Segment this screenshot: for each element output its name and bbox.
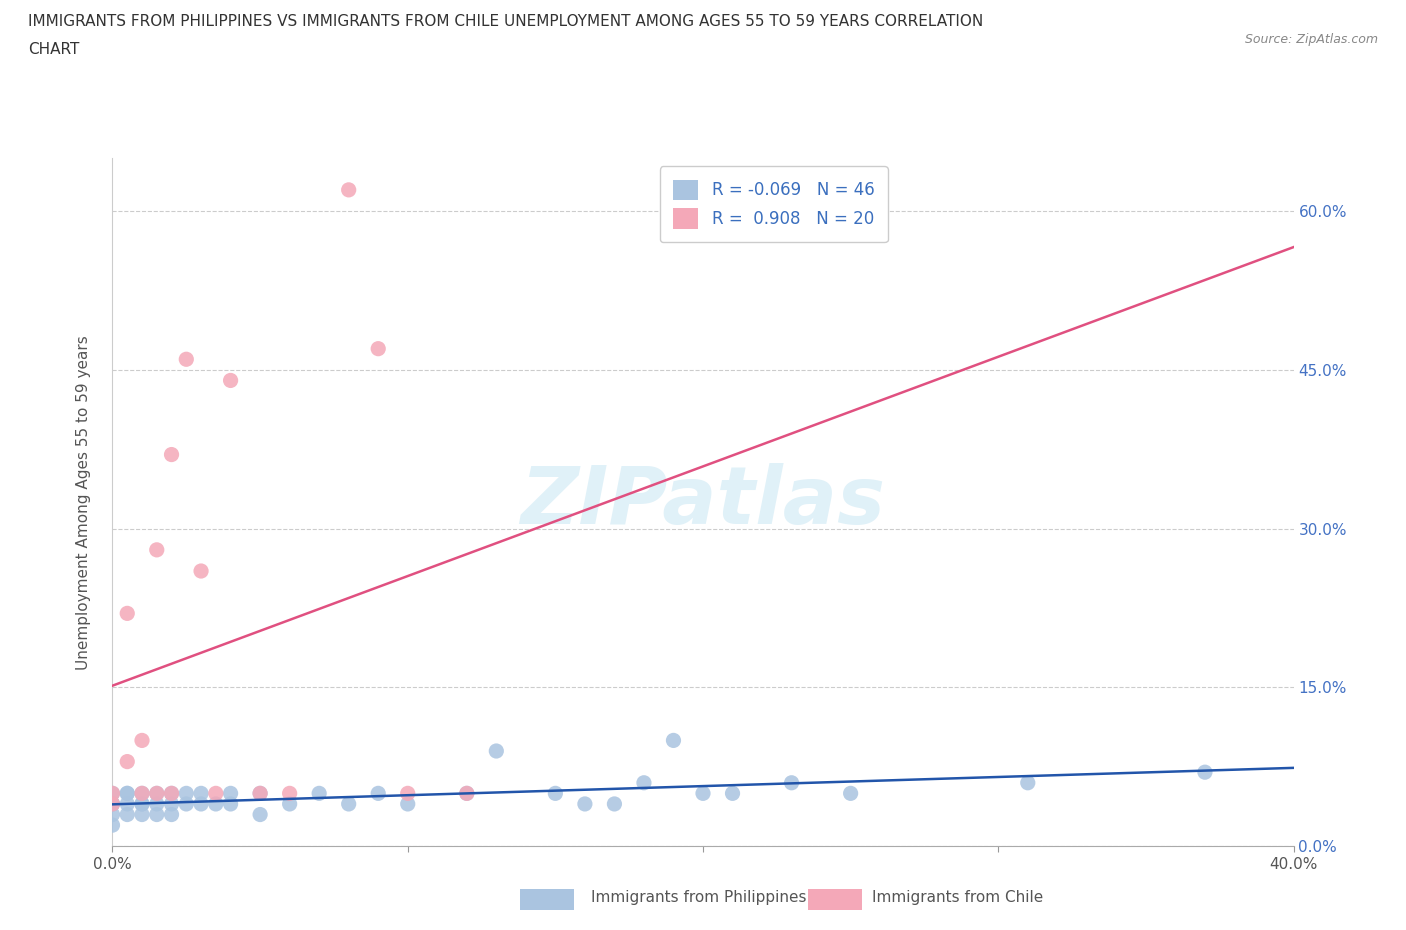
Text: IMMIGRANTS FROM PHILIPPINES VS IMMIGRANTS FROM CHILE UNEMPLOYMENT AMONG AGES 55 : IMMIGRANTS FROM PHILIPPINES VS IMMIGRANT… xyxy=(28,14,983,29)
Point xyxy=(278,796,301,811)
Point xyxy=(131,796,153,811)
Point xyxy=(367,341,389,356)
Point xyxy=(544,786,567,801)
Point xyxy=(721,786,744,801)
Point xyxy=(117,606,138,621)
Point xyxy=(633,776,655,790)
Point xyxy=(780,776,803,790)
Point xyxy=(278,786,301,801)
Point xyxy=(131,796,153,811)
Point xyxy=(101,796,124,811)
Point xyxy=(174,796,197,811)
Point xyxy=(101,807,124,822)
Point xyxy=(249,786,271,801)
Point xyxy=(131,807,153,822)
Point xyxy=(190,564,212,578)
Point xyxy=(367,786,389,801)
Point xyxy=(603,796,626,811)
Point xyxy=(205,786,228,801)
Point xyxy=(117,807,138,822)
Point xyxy=(160,807,183,822)
Point xyxy=(101,796,124,811)
Point xyxy=(485,744,508,759)
Text: Immigrants from Philippines: Immigrants from Philippines xyxy=(591,890,806,905)
Point xyxy=(190,786,212,801)
Point xyxy=(662,733,685,748)
Point xyxy=(160,786,183,801)
Point xyxy=(249,807,271,822)
Point xyxy=(337,182,360,197)
Point xyxy=(219,373,242,388)
Point xyxy=(396,796,419,811)
Point xyxy=(131,786,153,801)
Point xyxy=(205,796,228,811)
Point xyxy=(117,754,138,769)
Point xyxy=(839,786,862,801)
Point xyxy=(396,786,419,801)
Point xyxy=(131,733,153,748)
Text: Source: ZipAtlas.com: Source: ZipAtlas.com xyxy=(1244,33,1378,46)
Point xyxy=(456,786,478,801)
Point xyxy=(1017,776,1039,790)
Point xyxy=(101,786,124,801)
Point xyxy=(1194,764,1216,779)
Point xyxy=(219,796,242,811)
Legend: R = -0.069   N = 46, R =  0.908   N = 20: R = -0.069 N = 46, R = 0.908 N = 20 xyxy=(659,166,887,242)
Point xyxy=(337,796,360,811)
Point xyxy=(219,786,242,801)
Point xyxy=(146,786,169,801)
Point xyxy=(190,796,212,811)
Point xyxy=(174,786,197,801)
Point xyxy=(174,352,197,366)
Point xyxy=(692,786,714,801)
Text: ZIPatlas: ZIPatlas xyxy=(520,463,886,541)
Point xyxy=(146,796,169,811)
Point xyxy=(249,786,271,801)
Point xyxy=(131,786,153,801)
Point xyxy=(146,786,169,801)
Point xyxy=(160,796,183,811)
Point xyxy=(146,807,169,822)
Point xyxy=(308,786,330,801)
Point xyxy=(160,786,183,801)
Text: CHART: CHART xyxy=(28,42,80,57)
Point xyxy=(101,817,124,832)
Point xyxy=(117,786,138,801)
Y-axis label: Unemployment Among Ages 55 to 59 years: Unemployment Among Ages 55 to 59 years xyxy=(76,335,91,670)
Point xyxy=(101,786,124,801)
Point xyxy=(456,786,478,801)
Point xyxy=(574,796,596,811)
Point xyxy=(146,542,169,557)
Point xyxy=(117,786,138,801)
Point xyxy=(117,796,138,811)
Text: Immigrants from Chile: Immigrants from Chile xyxy=(872,890,1043,905)
Point xyxy=(101,796,124,811)
Point xyxy=(160,447,183,462)
